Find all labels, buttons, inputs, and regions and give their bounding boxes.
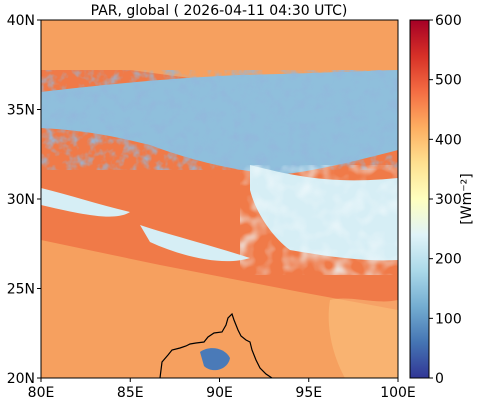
colorbar-tick-label: 100 <box>435 311 462 327</box>
par-map <box>41 20 398 378</box>
cloud-patch-south <box>200 348 230 371</box>
x-tick-label: 90E <box>206 385 233 401</box>
cloud-patches-southeast <box>328 298 398 378</box>
lowland-haze <box>41 240 398 378</box>
x-axis: 80E 85E 90E 95E 100E <box>28 378 416 401</box>
x-tick-label: 80E <box>28 385 55 401</box>
cloud-streak-mid <box>140 225 250 262</box>
x-tick-label: 85E <box>117 385 144 401</box>
x-tick-label: 100E <box>380 385 416 401</box>
colorbar-gradient <box>409 19 430 379</box>
colorbar-label: [Wm⁻²] <box>459 173 475 224</box>
cloud-texture-east <box>240 165 398 275</box>
colorbar-tick-label: 200 <box>435 252 462 268</box>
cloud-texture <box>41 70 398 170</box>
y-tick-label: 40N <box>7 13 35 29</box>
y-axis: 20N 25N 30N 35N 40N <box>7 13 41 387</box>
x-tick-label: 95E <box>295 385 322 401</box>
map-title: PAR, global ( 2026-04-11 04:30 UTC) <box>91 3 348 19</box>
colorbar-tick-label: 300 <box>435 192 462 208</box>
colorbar-tick-label: 500 <box>435 73 462 89</box>
colorbar-tick-label: 600 <box>435 13 462 29</box>
y-tick-label: 30N <box>7 192 35 208</box>
cloud-streak-west <box>41 188 130 217</box>
colorbar: 0 100 200 300 400 500 600 [Wm⁻²] <box>409 13 475 387</box>
y-tick-label: 25N <box>7 282 35 298</box>
colorbar-tick-label: 0 <box>435 371 444 387</box>
y-tick-label: 20N <box>7 371 35 387</box>
coastline <box>159 312 273 378</box>
colorbar-tick-label: 400 <box>435 132 462 148</box>
y-tick-label: 35N <box>7 103 35 119</box>
